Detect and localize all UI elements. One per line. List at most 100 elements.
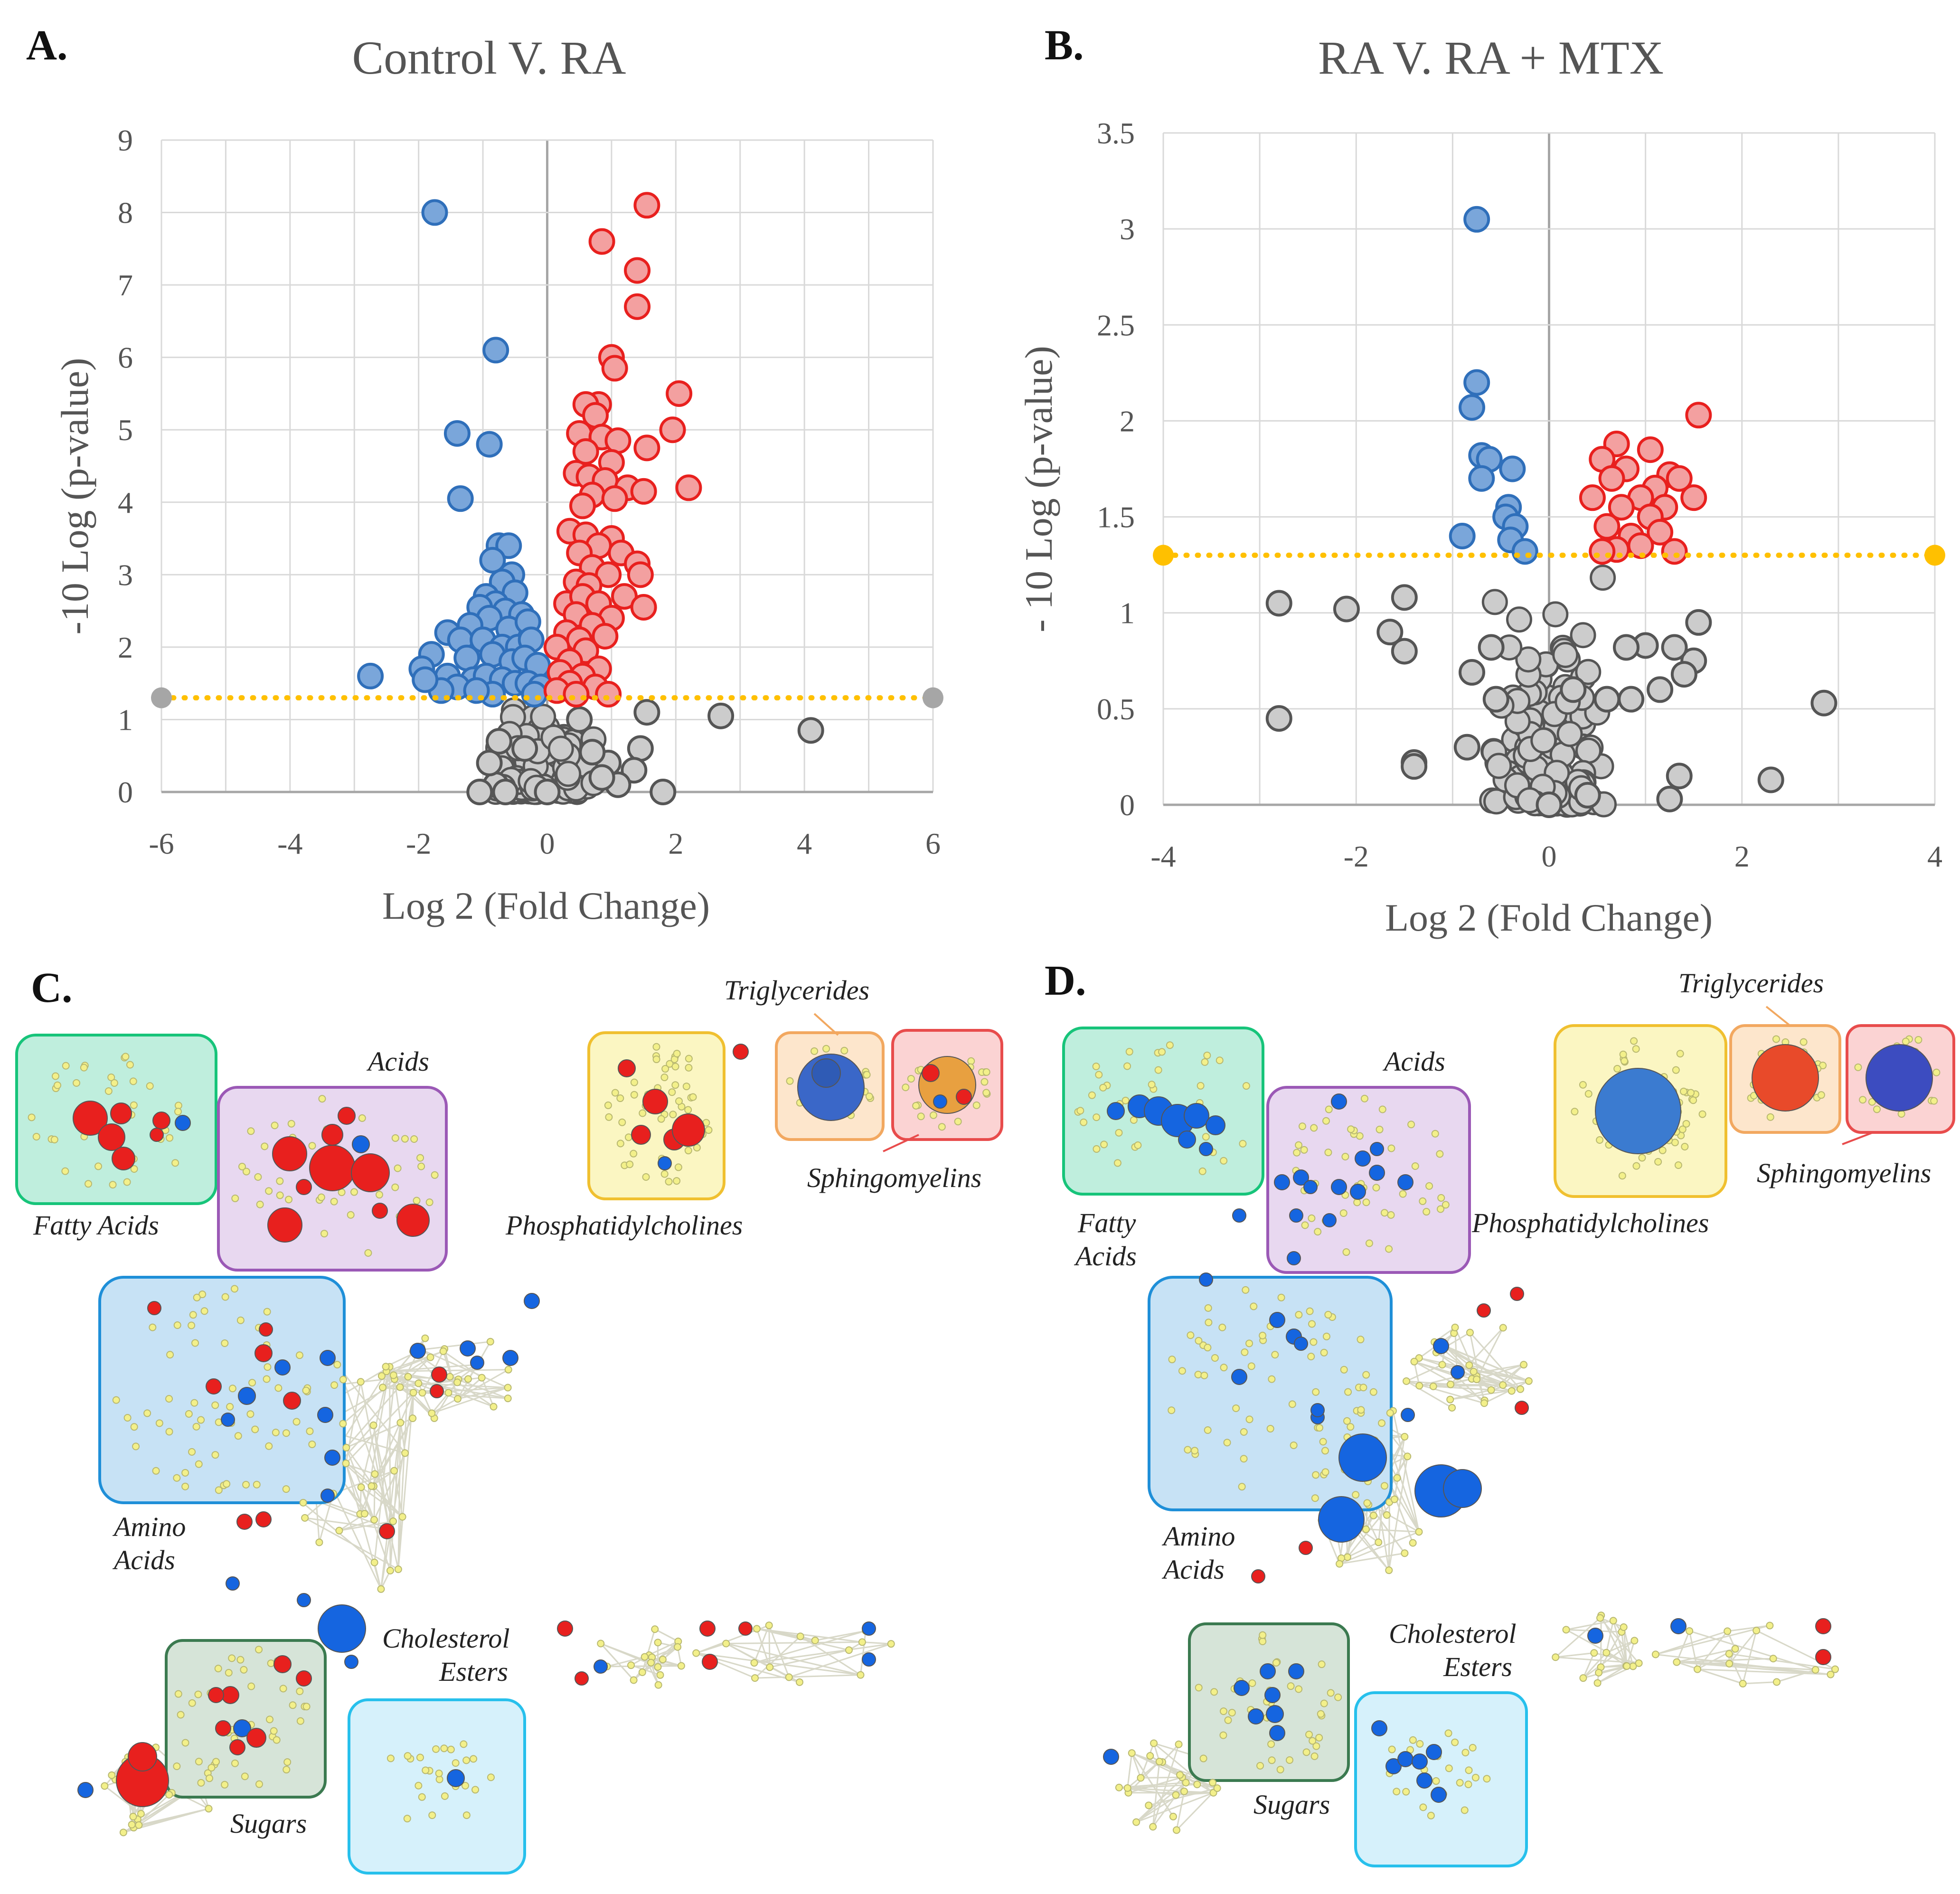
network-node — [51, 1072, 59, 1080]
network-edge — [1583, 1652, 1607, 1679]
network-node — [1380, 1209, 1388, 1217]
network-node — [108, 1771, 116, 1779]
network-node — [1158, 1048, 1166, 1056]
network-node-significant — [460, 1340, 476, 1357]
network-node — [1451, 1323, 1459, 1331]
network-node — [358, 1114, 366, 1122]
network-edge — [1444, 1345, 1521, 1390]
network-node-significant — [862, 1621, 876, 1636]
point-ns — [1530, 727, 1557, 754]
cluster-d-acids — [1266, 1086, 1471, 1274]
network-node — [1466, 1329, 1474, 1337]
network-node — [1150, 1739, 1158, 1747]
network-node — [1868, 1098, 1876, 1106]
label-c-cholesterol: Cholesterol — [382, 1623, 510, 1654]
network-edge — [1339, 1531, 1420, 1565]
network-node — [173, 1762, 181, 1771]
network-node — [1218, 1323, 1226, 1331]
network-node — [389, 1517, 397, 1526]
network-node — [418, 1793, 426, 1801]
network-node — [1327, 1689, 1335, 1697]
network-node — [692, 1649, 700, 1657]
network-node — [248, 1379, 256, 1387]
network-node — [1584, 1090, 1592, 1098]
network-node — [654, 1681, 662, 1689]
x-tick-label: 0 — [540, 827, 555, 860]
network-node — [1300, 1146, 1308, 1154]
network-node — [1314, 1228, 1322, 1236]
point-ns — [466, 779, 493, 805]
network-node — [1115, 1783, 1123, 1791]
network-node — [240, 1666, 248, 1674]
network-node — [236, 1316, 245, 1324]
network-node — [1201, 1058, 1209, 1066]
network-node — [1259, 1631, 1267, 1639]
point-ns — [1666, 763, 1693, 790]
network-node — [1679, 1087, 1687, 1095]
label-c-sugars: Sugars — [230, 1808, 307, 1839]
network-node — [1245, 1339, 1253, 1347]
network-node — [453, 1378, 462, 1386]
y-tick-label: 2 — [118, 631, 133, 664]
point-ns — [530, 704, 556, 730]
network-node — [1134, 1141, 1142, 1149]
network-node-significant — [221, 1413, 235, 1427]
network-edge — [631, 1664, 661, 1676]
network-node — [1618, 1172, 1626, 1180]
network-node-significant — [273, 1655, 292, 1673]
network-node-significant — [431, 1366, 447, 1383]
y-tick-label: 2 — [1120, 404, 1135, 438]
network-node — [1180, 1787, 1188, 1795]
network-node — [428, 1811, 436, 1819]
network-node — [1352, 1491, 1360, 1499]
point-ns — [1574, 782, 1601, 809]
network-node — [982, 1068, 990, 1076]
network-edge — [726, 1643, 790, 1678]
network-edge — [1366, 1528, 1419, 1533]
network-node — [486, 1338, 494, 1346]
network-node — [641, 1653, 649, 1661]
network-node — [267, 1659, 275, 1668]
network-node — [1411, 1162, 1419, 1170]
network-node — [1194, 1371, 1202, 1379]
network-node-significant — [956, 1089, 972, 1105]
network-node-significant — [1294, 1337, 1308, 1351]
network-node — [810, 1047, 819, 1055]
network-node — [330, 1381, 339, 1389]
point-ns — [1590, 565, 1616, 591]
network-node — [404, 1752, 412, 1760]
network-node — [283, 1766, 291, 1774]
chart-a: -6 -4 -2 0 2 4 6 0 1 2 3 4 5 6 7 8 9 — [118, 123, 943, 860]
network-node — [685, 1064, 693, 1072]
x-tick-label: -4 — [277, 827, 302, 860]
network-node — [858, 1638, 866, 1646]
threshold-marker — [923, 687, 943, 708]
network-node — [1739, 1679, 1747, 1687]
network-node-significant — [283, 1392, 301, 1410]
network-node — [1172, 1791, 1180, 1799]
network-node — [1423, 1208, 1431, 1216]
network-edge — [1413, 1361, 1458, 1377]
network-node — [273, 1736, 281, 1744]
network-edge — [768, 1625, 790, 1677]
network-node — [722, 1640, 730, 1648]
network-node — [1596, 1136, 1604, 1144]
network-node — [228, 1385, 236, 1393]
label-d-cholesterol: Cholesterol — [1389, 1618, 1517, 1649]
network-node — [370, 1516, 378, 1524]
network-node-significant — [1866, 1044, 1933, 1112]
network-node — [464, 1375, 472, 1383]
network-edge — [654, 1628, 679, 1642]
network-node — [1271, 1351, 1279, 1359]
network-node — [1470, 1367, 1478, 1376]
network-node — [1240, 1428, 1248, 1436]
network-node — [1298, 1122, 1306, 1131]
network-node-significant — [862, 1652, 876, 1667]
network-edge — [756, 1628, 863, 1643]
network-node — [1432, 1777, 1440, 1785]
network-node — [181, 1469, 189, 1477]
network-edge — [1677, 1658, 1773, 1663]
network-node — [1228, 1709, 1236, 1717]
point-ns — [707, 702, 735, 729]
network-node — [1344, 1388, 1352, 1396]
